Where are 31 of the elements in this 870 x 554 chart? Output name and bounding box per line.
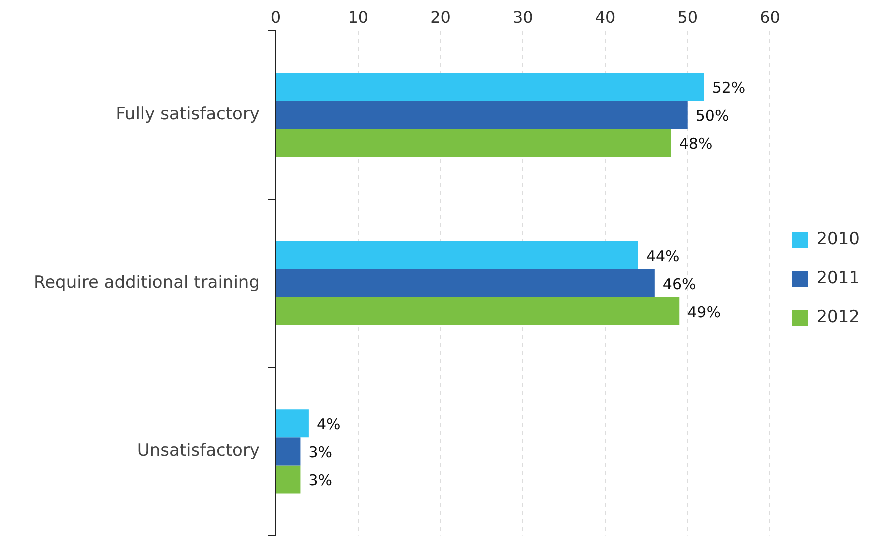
x-tick-label: 60: [760, 8, 780, 27]
x-tick-label: 20: [430, 8, 451, 27]
data-label: 50%: [696, 107, 730, 126]
legend-label: 2011: [816, 268, 860, 288]
legend-label: 2012: [816, 307, 860, 328]
x-tick-label: 40: [595, 8, 616, 27]
x-tick-label: 10: [348, 8, 369, 27]
bar: [276, 438, 301, 466]
y-tick-label: Fully satisfactory: [116, 104, 260, 125]
data-label: 52%: [712, 79, 746, 98]
bar: [276, 269, 655, 298]
data-label: 4%: [316, 416, 341, 434]
data-label: 46%: [662, 275, 696, 294]
bar: [276, 101, 688, 130]
bar: [276, 73, 704, 102]
bar: [276, 466, 301, 494]
x-tick-label: 0: [270, 8, 282, 27]
bar: [276, 129, 672, 158]
data-label: 44%: [646, 247, 680, 266]
x-tick-label: 50: [678, 8, 698, 27]
y-tick-label: Require additional training: [34, 272, 260, 293]
x-tick-label: 30: [512, 8, 534, 27]
data-label: 3%: [308, 444, 333, 462]
data-label: 3%: [308, 472, 333, 490]
legend-label: 2010: [816, 229, 860, 250]
bar: [276, 241, 638, 270]
data-label: 49%: [688, 303, 721, 322]
data-label: 48%: [679, 135, 713, 154]
bar: [276, 410, 309, 438]
y-tick-label: Unsatisfactory: [137, 441, 260, 462]
bar: [276, 298, 680, 326]
